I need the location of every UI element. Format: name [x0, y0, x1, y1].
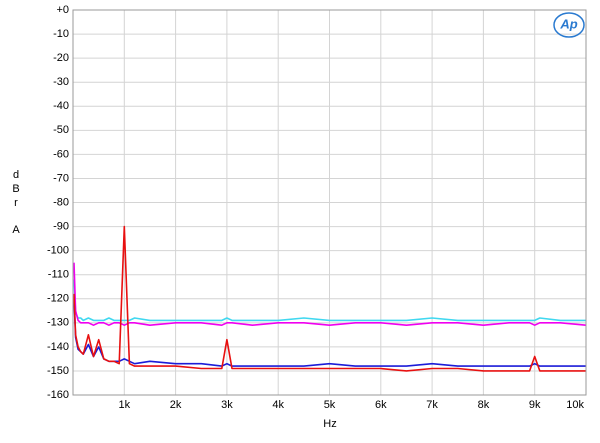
- y-axis-label-letter: B: [12, 183, 19, 195]
- logo-ring: [553, 12, 585, 38]
- x-tick-label: 8k: [478, 399, 490, 411]
- y-tick-label: -120: [47, 293, 69, 305]
- y-tick-label: -50: [53, 124, 69, 136]
- x-tick-label: 4k: [272, 399, 284, 411]
- logo: Ap: [553, 12, 585, 38]
- y-tick-label: -20: [53, 52, 69, 64]
- x-tick-label: 6k: [375, 399, 387, 411]
- x-tick-label: 2k: [170, 399, 182, 411]
- y-tick-label: -30: [53, 76, 69, 88]
- y-tick-label: -100: [47, 245, 69, 257]
- series-lines: [73, 225, 587, 372]
- y-axis-label-letter: A: [12, 224, 20, 236]
- y-tick-label: -110: [48, 269, 69, 281]
- y-axis-label-letter: d: [13, 169, 19, 181]
- series-line: [73, 262, 587, 326]
- series-line: [73, 279, 586, 322]
- y-tick-label: -130: [47, 317, 69, 329]
- plot-frame: [72, 9, 587, 396]
- x-tick-label: 7k: [426, 399, 438, 411]
- y-tick-label: -60: [53, 148, 69, 160]
- y-axis-label-letter: r: [14, 197, 18, 209]
- y-axis-label: dBr A: [12, 169, 20, 236]
- x-tick-label: 1k: [118, 399, 130, 411]
- logo-text: Ap: [559, 16, 577, 31]
- x-tick-label: 9k: [529, 399, 541, 411]
- x-tick-label: 10k: [566, 399, 584, 411]
- y-tick-label: -70: [53, 172, 69, 184]
- y-tick-label: -80: [53, 196, 69, 208]
- x-tick-label: 5k: [324, 399, 336, 411]
- y-tick-label: -160: [47, 389, 69, 401]
- grid: [73, 9, 587, 396]
- y-tick-label: -10: [53, 28, 69, 40]
- y-tick-label: -40: [53, 100, 69, 112]
- y-tick-label: +0: [56, 4, 69, 16]
- y-tick-label: -140: [47, 341, 69, 353]
- series-line: [73, 225, 586, 372]
- x-tick-label: 3k: [221, 399, 233, 411]
- x-axis-label: Hz: [323, 418, 336, 430]
- y-tick-label: -90: [53, 220, 69, 232]
- y-tick-label: -150: [47, 365, 69, 377]
